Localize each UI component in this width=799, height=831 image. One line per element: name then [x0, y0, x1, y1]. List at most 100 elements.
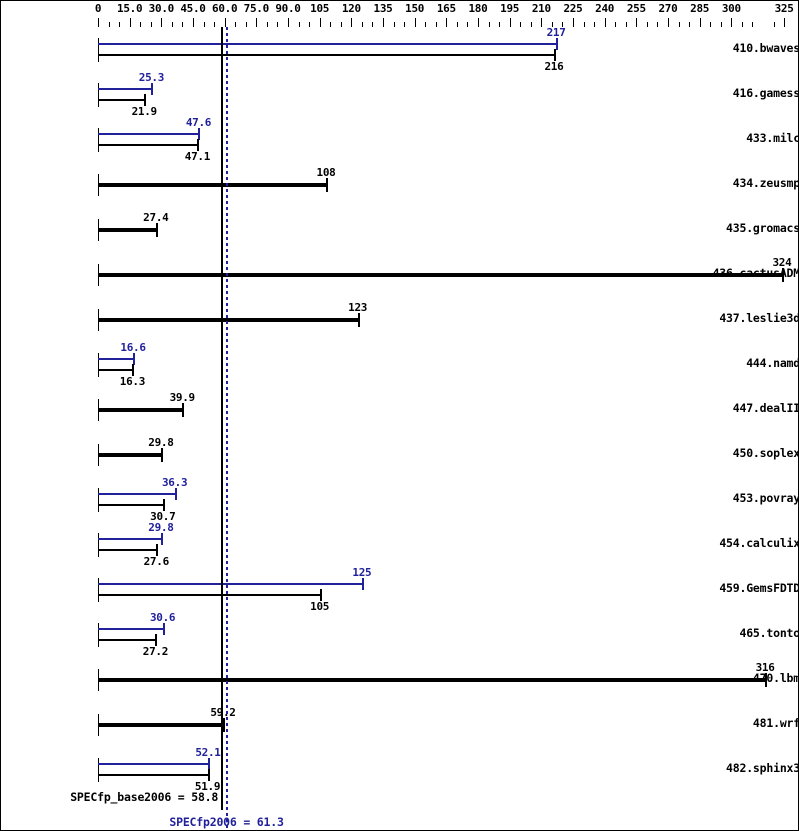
axis-tick-major — [287, 18, 289, 27]
axis-tick-minor — [720, 22, 722, 27]
benchmark-row: 437.leslie3d 123 — [1, 297, 798, 342]
axis-tick-label: 150 — [405, 2, 425, 15]
base-bar — [98, 228, 156, 232]
benchmark-label: 447.dealII — [732, 401, 799, 415]
benchmark-label: 481.wrf — [752, 716, 799, 730]
axis-tick-major — [319, 18, 321, 27]
peak-bar-cap — [162, 623, 165, 635]
base-value-label: 27.4 — [143, 211, 169, 224]
axis-tick-label: 180 — [468, 2, 488, 15]
axis-tick-major — [699, 18, 701, 27]
peak-bar-cap — [556, 38, 559, 50]
axis-tick-major — [382, 18, 384, 27]
base-bar — [98, 369, 133, 371]
base-score-line — [221, 27, 224, 810]
axis-tick-major — [572, 18, 574, 27]
axis-tick-minor — [752, 22, 754, 27]
benchmark-label: 465.tonto — [739, 626, 799, 640]
axis-tick-minor — [309, 22, 311, 27]
axis-tick-major — [509, 18, 511, 27]
base-bar — [98, 678, 766, 682]
axis-tick-minor — [499, 22, 501, 27]
specfp-peak-total-label: SPECfp2006 = 61.3 — [169, 815, 284, 829]
base-bar-cap — [155, 223, 158, 237]
benchmark-row: 454.calculix 29.8 27.6 — [1, 521, 799, 568]
base-bar — [98, 639, 156, 641]
peak-bar — [98, 628, 163, 630]
row-origin-tick — [98, 533, 99, 557]
benchmark-row: 481.wrf59.2 — [1, 702, 799, 747]
base-bar-cap — [132, 364, 135, 376]
axis-tick-major — [604, 18, 606, 27]
axis-tick-major — [351, 18, 353, 27]
benchmark-row: 482.sphinx3 52.1 51.9 — [1, 746, 798, 793]
axis-tick-minor — [488, 22, 490, 27]
base-bar — [98, 774, 208, 776]
axis-tick-major — [256, 18, 258, 27]
axis-tick-minor — [277, 22, 279, 27]
axis-tick-minor — [245, 22, 247, 27]
axis-tick-minor — [108, 22, 110, 27]
base-bar-cap — [155, 634, 158, 646]
peak-bar-cap — [207, 758, 210, 770]
base-bar-cap — [207, 769, 210, 781]
axis-tick-label: 255 — [626, 2, 646, 15]
benchmark-label: 454.calculix — [719, 536, 799, 550]
axis-tick-minor — [203, 22, 205, 27]
base-value-label: 51.9 — [194, 780, 221, 793]
row-origin-tick — [98, 38, 99, 62]
axis-tick-minor — [361, 22, 363, 27]
benchmark-row: 433.milc 47.6 47.1 — [1, 116, 798, 163]
base-bar — [98, 183, 326, 187]
benchmark-row: 435.gromacs 27.4 — [1, 207, 798, 252]
axis-tick-minor — [741, 22, 743, 27]
base-value-label: 21.9 — [131, 105, 158, 118]
benchmark-row: 465.tonto 30.6 27.2 — [1, 611, 799, 658]
benchmark-label: 459.GemsFDTD — [719, 581, 799, 595]
peak-value-label: 125 — [352, 566, 372, 579]
axis-tick-minor — [372, 22, 374, 27]
axis-tick-label: 325 — [774, 2, 794, 15]
axis-tick-minor — [456, 22, 458, 27]
row-origin-tick — [98, 578, 99, 602]
axis-tick-label: 75.0 — [243, 2, 270, 15]
axis-tick-minor — [657, 22, 659, 27]
axis-tick-label: 120 — [341, 2, 361, 15]
axis-tick-minor — [266, 22, 268, 27]
base-value-label: 123 — [348, 301, 368, 314]
axis-tick-major — [477, 18, 479, 27]
base-bar — [98, 594, 320, 596]
plot-area: 410.bwaves 217 216 416.gamess 25.3 21.9 433.mi… — [1, 26, 799, 802]
axis-tick-minor — [689, 22, 691, 27]
base-bar — [98, 273, 782, 277]
peak-bar-cap — [361, 578, 364, 590]
base-bar-cap — [765, 673, 768, 687]
axis-tick-minor — [171, 22, 173, 27]
row-origin-tick — [98, 623, 99, 647]
axis-tick-minor — [773, 22, 775, 27]
peak-bar — [98, 763, 208, 765]
axis-tick-major — [541, 18, 543, 27]
base-bar-cap — [553, 49, 556, 61]
base-bar-cap — [319, 589, 322, 601]
base-bar — [98, 408, 183, 412]
base-bar — [98, 54, 554, 56]
base-value-label: 108 — [316, 166, 336, 179]
axis-tick-major — [161, 18, 163, 27]
peak-bar — [98, 583, 362, 585]
row-origin-tick — [98, 128, 99, 152]
benchmark-label: 444.namd — [746, 356, 799, 370]
base-bar — [98, 99, 145, 101]
base-bar-cap — [182, 403, 185, 417]
base-value-label: 39.9 — [169, 391, 196, 404]
axis-tick-minor — [214, 22, 216, 27]
axis-tick-minor — [710, 22, 712, 27]
base-value-label: 30.7 — [150, 510, 176, 523]
axis-tick-label: 300 — [721, 2, 741, 15]
benchmark-label: 410.bwaves — [732, 41, 799, 55]
peak-bar-cap — [151, 83, 154, 95]
base-bar — [98, 504, 163, 506]
axis-tick-minor — [646, 22, 648, 27]
axis-tick-label: 195 — [500, 2, 520, 15]
